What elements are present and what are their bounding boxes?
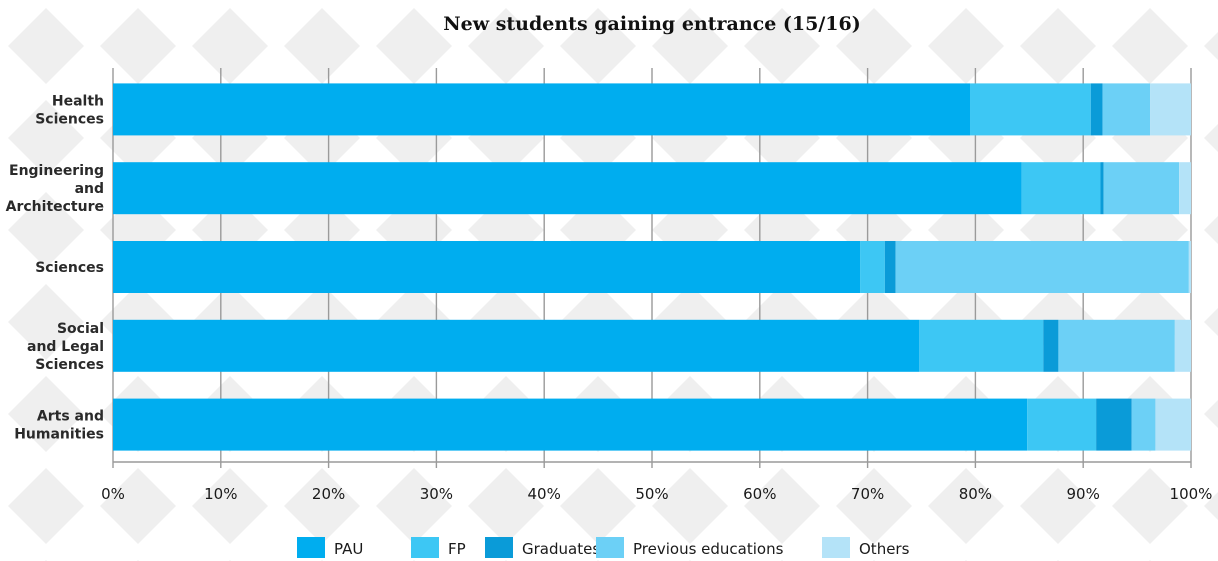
bar-segment [113, 162, 1022, 215]
category-label: Sciences [35, 260, 104, 276]
x-tick-label: 70% [851, 485, 884, 503]
legend-label: FP [448, 540, 466, 558]
bar-segment [1179, 162, 1191, 215]
bar-segment [860, 241, 885, 293]
bar-segment [1090, 83, 1103, 136]
bar-segment [1150, 83, 1191, 136]
bar-segment [919, 319, 1044, 372]
legend-label: PAU [334, 540, 363, 558]
x-tick-label: 80% [959, 485, 992, 503]
category-label: Humanities [14, 427, 104, 443]
x-tick-label: 20% [312, 485, 345, 503]
category-label: Sciences [35, 111, 104, 127]
x-tick-label: 90% [1067, 485, 1100, 503]
category-label: Architecture [6, 199, 104, 215]
bar-segment [1043, 319, 1059, 372]
bar-segment [1027, 398, 1097, 451]
bar-segment [1155, 398, 1191, 451]
bar-segment [1188, 241, 1191, 293]
bar-segment [113, 241, 861, 293]
legend-swatch [411, 537, 439, 558]
x-tick-label: 40% [528, 485, 561, 503]
bar-segment [113, 83, 971, 136]
category-label: Social [57, 321, 104, 337]
bar-segment [884, 241, 896, 293]
x-tick-label: 0% [101, 485, 125, 503]
legend-swatch [297, 537, 325, 558]
category-label: Health [52, 93, 104, 109]
x-tick-label: 30% [420, 485, 453, 503]
bar-segment [1102, 83, 1151, 136]
category-label: Engineering [9, 163, 104, 179]
x-tick-label: 50% [635, 485, 668, 503]
bar-segment [1058, 319, 1175, 372]
bar-segment [1096, 398, 1132, 451]
legend-swatch [485, 537, 513, 558]
bar-segment [1131, 398, 1156, 451]
legend-label: Others [859, 540, 910, 558]
category-label: Sciences [35, 357, 104, 373]
legend-label: Previous educations [633, 540, 784, 558]
legend-label: Graduates [522, 540, 600, 558]
category-label: and [75, 181, 104, 197]
bar-segment [970, 83, 1091, 136]
category-label: and Legal [27, 339, 104, 355]
bar-segment [1100, 162, 1104, 215]
chart-title: New students gaining entrance (15/16) [443, 13, 860, 35]
bar-segment [1021, 162, 1101, 215]
bar-segment [1103, 162, 1180, 215]
bar-segment [895, 241, 1189, 293]
bar-segment [1174, 319, 1191, 372]
x-tick-label: 60% [743, 485, 776, 503]
x-tick-label: 100% [1170, 485, 1213, 503]
legend-swatch [596, 537, 624, 558]
legend-swatch [822, 537, 850, 558]
x-tick-label: 10% [204, 485, 237, 503]
bar-segment [113, 398, 1028, 451]
category-label: Arts and [37, 409, 104, 425]
bar-segment [113, 319, 920, 372]
